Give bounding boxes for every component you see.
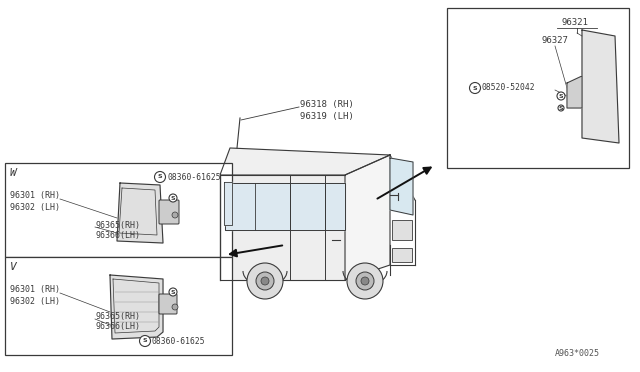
Polygon shape [220, 175, 345, 280]
Text: 96365(RH): 96365(RH) [95, 221, 140, 230]
Text: 08520-52042: 08520-52042 [482, 83, 536, 93]
Circle shape [256, 272, 274, 290]
Text: 96302 (LH): 96302 (LH) [10, 297, 60, 306]
Circle shape [172, 304, 178, 310]
Polygon shape [117, 183, 163, 243]
Bar [392, 220, 412, 240]
Text: 96365(RH): 96365(RH) [95, 312, 140, 321]
Text: 96301 (RH): 96301 (RH) [10, 285, 60, 294]
Circle shape [261, 277, 269, 285]
Text: 08360-61625: 08360-61625 [152, 337, 205, 346]
Text: W: W [10, 168, 17, 178]
Circle shape [154, 171, 166, 183]
Bar [5, 257, 232, 355]
Circle shape [140, 336, 150, 346]
Polygon shape [110, 275, 163, 339]
Circle shape [361, 277, 369, 285]
Polygon shape [220, 148, 390, 175]
Circle shape [557, 92, 565, 100]
Text: S: S [559, 106, 563, 110]
Text: S: S [157, 174, 163, 180]
Polygon shape [582, 30, 619, 143]
Circle shape [558, 105, 564, 111]
Polygon shape [390, 158, 413, 215]
Text: A963*0025: A963*0025 [555, 349, 600, 358]
Text: 96302 (LH): 96302 (LH) [10, 203, 60, 212]
Text: V: V [10, 262, 17, 272]
Polygon shape [225, 183, 345, 230]
Text: S: S [559, 93, 563, 99]
Text: S: S [143, 339, 147, 343]
Circle shape [356, 272, 374, 290]
Text: 96366(LH): 96366(LH) [95, 231, 140, 240]
Bar [447, 8, 629, 168]
Circle shape [169, 194, 177, 202]
Polygon shape [224, 182, 232, 225]
Text: S: S [171, 196, 175, 201]
Circle shape [172, 212, 178, 218]
Text: 96319 (LH): 96319 (LH) [300, 112, 354, 121]
Text: 96321: 96321 [561, 18, 588, 27]
Circle shape [470, 83, 481, 93]
Text: 96327: 96327 [541, 36, 568, 45]
Text: S: S [171, 289, 175, 295]
Bar [392, 248, 412, 262]
Circle shape [169, 288, 177, 296]
Text: 96301 (RH): 96301 (RH) [10, 191, 60, 200]
Circle shape [347, 263, 383, 299]
Circle shape [247, 263, 283, 299]
FancyBboxPatch shape [159, 294, 177, 314]
Text: S: S [473, 86, 477, 90]
Polygon shape [567, 76, 582, 108]
Text: 08360-61625: 08360-61625 [167, 173, 221, 182]
Bar [5, 163, 232, 257]
FancyBboxPatch shape [159, 200, 179, 224]
Polygon shape [345, 155, 390, 280]
Text: 96366(LH): 96366(LH) [95, 322, 140, 331]
Text: 96318 (RH): 96318 (RH) [300, 100, 354, 109]
